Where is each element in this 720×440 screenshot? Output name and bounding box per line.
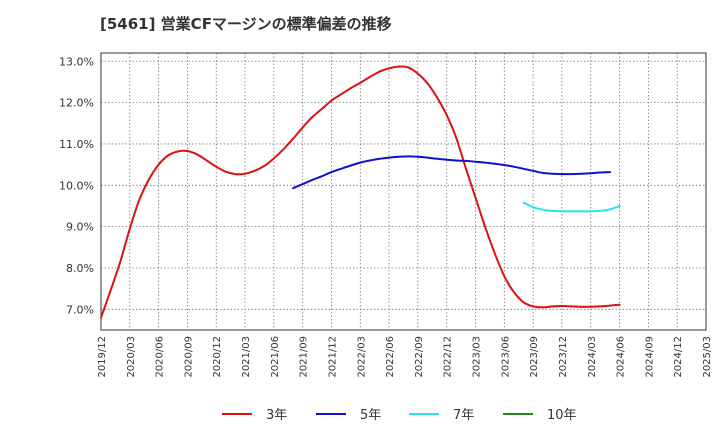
x-tick-label: 2021/09 (299, 336, 310, 378)
legend-label: 10年 (547, 408, 577, 423)
x-tick-label: 2024/06 (616, 336, 627, 378)
legend: 3年 5年 7年 10年 (222, 408, 577, 423)
x-tick-label: 2023/12 (558, 336, 569, 378)
x-tick-labels: 2019/12 2020/03 2020/06 2020/09 2020/12 2021/… (97, 336, 713, 378)
x-tick-label: 2021/06 (270, 336, 281, 378)
y-tick-label: 7.0% (66, 303, 94, 316)
axes (100, 52, 707, 331)
series-line-7年 (522, 201, 621, 213)
x-tick-label: 2024/09 (644, 336, 655, 378)
legend-label: 7年 (453, 408, 474, 423)
x-tick-label: 2023/06 (500, 336, 511, 378)
plot-area (101, 53, 706, 330)
x-tick-label: 2020/12 (212, 336, 223, 378)
y-tick-label: 12.0% (59, 97, 94, 110)
x-tick-label: 2019/12 (97, 336, 108, 378)
legend-label: 3年 (266, 408, 287, 423)
x-tick-label: 2022/12 (443, 336, 454, 378)
x-tick-label: 2021/12 (327, 336, 338, 378)
y-tick-labels: 7.0% 8.0% 9.0% 10.0% 11.0% 12.0% 13.0% (59, 55, 94, 316)
y-tick-label: 8.0% (66, 262, 94, 275)
grid-lines (101, 53, 706, 330)
y-tick-label: 10.0% (59, 179, 94, 192)
chart-title: [5461] 営業CFマージンの標準偏差の推移 (100, 15, 392, 33)
series-lines (100, 65, 621, 319)
x-tick-label: 2022/09 (414, 336, 425, 378)
y-tick-label: 9.0% (66, 221, 94, 234)
x-tick-label: 2022/06 (385, 336, 396, 378)
x-tick-label: 2020/09 (183, 336, 194, 378)
x-tick-label: 2020/03 (126, 336, 137, 378)
y-tick-label: 13.0% (59, 55, 94, 68)
x-tick-label: 2024/12 (673, 336, 684, 378)
x-tick-label: 2021/03 (241, 336, 252, 378)
x-tick-label: 2020/06 (155, 336, 166, 378)
x-tick-label: 2025/03 (702, 336, 713, 378)
series-line-3年 (100, 65, 621, 319)
series-line-5年 (292, 155, 612, 190)
x-tick-label: 2022/03 (356, 336, 367, 378)
x-tick-label: 2024/03 (587, 336, 598, 378)
x-tick-label: 2023/09 (529, 336, 540, 378)
x-tick-label: 2023/03 (472, 336, 483, 378)
legend-label: 5年 (360, 408, 381, 423)
y-tick-label: 11.0% (59, 138, 94, 151)
plot-frame (100, 52, 707, 331)
